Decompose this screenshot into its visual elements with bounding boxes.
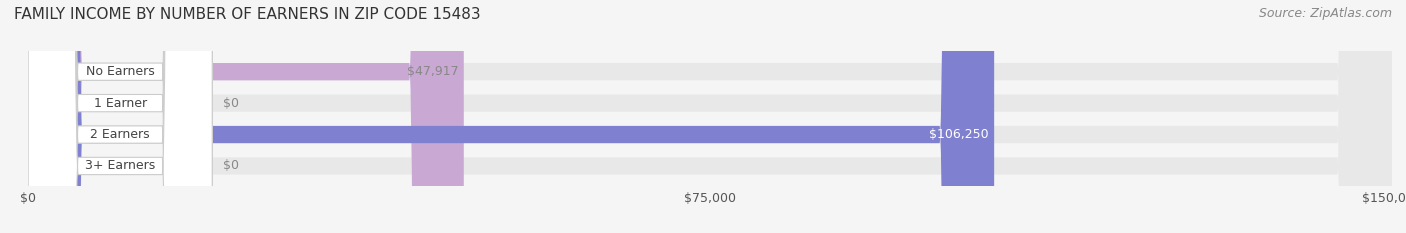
FancyBboxPatch shape: [28, 0, 212, 233]
Text: Source: ZipAtlas.com: Source: ZipAtlas.com: [1258, 7, 1392, 20]
Text: $0: $0: [224, 159, 239, 172]
FancyBboxPatch shape: [28, 0, 1392, 233]
FancyBboxPatch shape: [28, 0, 1392, 233]
Text: No Earners: No Earners: [86, 65, 155, 78]
Text: $0: $0: [224, 97, 239, 110]
Text: $106,250: $106,250: [929, 128, 988, 141]
FancyBboxPatch shape: [28, 0, 464, 233]
Text: 1 Earner: 1 Earner: [94, 97, 146, 110]
FancyBboxPatch shape: [28, 0, 212, 233]
FancyBboxPatch shape: [28, 0, 212, 233]
FancyBboxPatch shape: [28, 0, 212, 233]
FancyBboxPatch shape: [28, 0, 994, 233]
Text: $47,917: $47,917: [406, 65, 458, 78]
Text: FAMILY INCOME BY NUMBER OF EARNERS IN ZIP CODE 15483: FAMILY INCOME BY NUMBER OF EARNERS IN ZI…: [14, 7, 481, 22]
FancyBboxPatch shape: [28, 0, 1392, 233]
Text: 3+ Earners: 3+ Earners: [84, 159, 155, 172]
Text: 2 Earners: 2 Earners: [90, 128, 150, 141]
FancyBboxPatch shape: [28, 0, 1392, 233]
